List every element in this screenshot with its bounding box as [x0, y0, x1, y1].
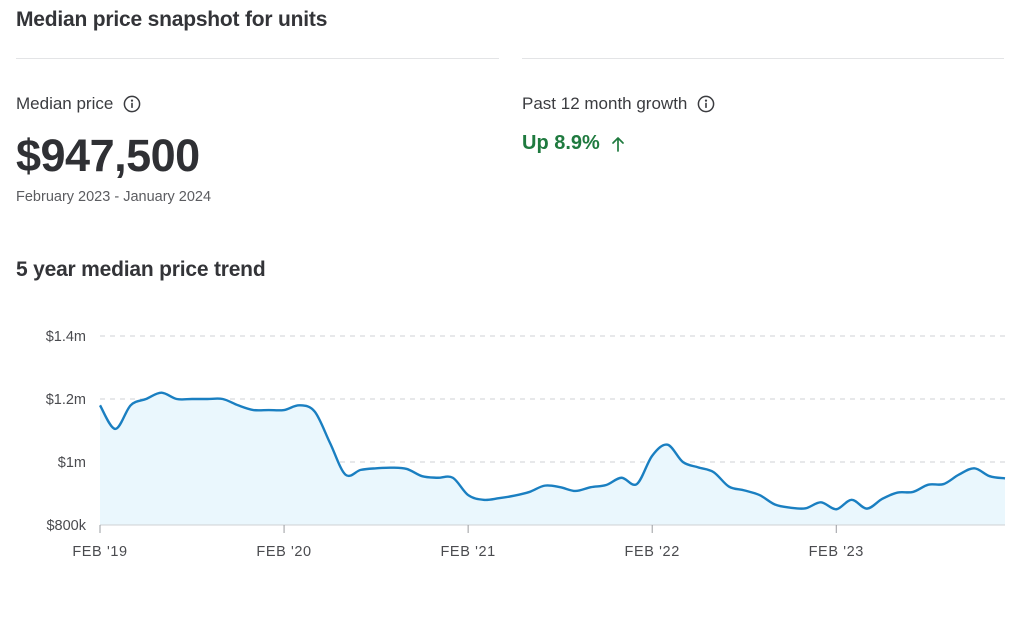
price-trend-chart: $800k $1m $1.2m $1.4m FEB '19 FEB '20 FEB '21 F… [46, 329, 1006, 560]
median-price-value: $947,500 [16, 130, 200, 181]
y-tick-label: $800k [46, 518, 86, 534]
info-icon[interactable] [697, 95, 715, 113]
growth-label: Past 12 month growth [522, 94, 715, 114]
y-tick-label: $1.4m [46, 329, 86, 345]
arrow-up-icon [610, 135, 626, 153]
growth-value-text: Up 8.9% [522, 132, 600, 154]
chart-title: 5 year median price trend [16, 258, 266, 281]
series-area [100, 392, 1005, 525]
divider-right [522, 58, 1004, 59]
x-tick-label: FEB '19 [72, 544, 127, 560]
series-line [98, 391, 1006, 511]
divider-left [16, 58, 499, 59]
page-title: Median price snapshot for units [16, 8, 328, 31]
x-tick-label: FEB '21 [440, 544, 495, 560]
y-tick-label: $1m [58, 455, 86, 471]
growth-label-text: Past 12 month growth [522, 94, 688, 113]
x-tick-label: FEB '23 [809, 544, 864, 560]
x-tick-label: FEB '20 [256, 544, 311, 560]
y-tick-label: $1.2m [46, 392, 86, 408]
median-price-label-text: Median price [16, 94, 114, 113]
growth-value: Up 8.9% [522, 132, 626, 155]
info-icon[interactable] [123, 95, 141, 113]
date-range: February 2023 - January 2024 [16, 189, 212, 205]
x-tick-label: FEB '22 [625, 544, 680, 560]
median-price-label: Median price [16, 94, 141, 114]
